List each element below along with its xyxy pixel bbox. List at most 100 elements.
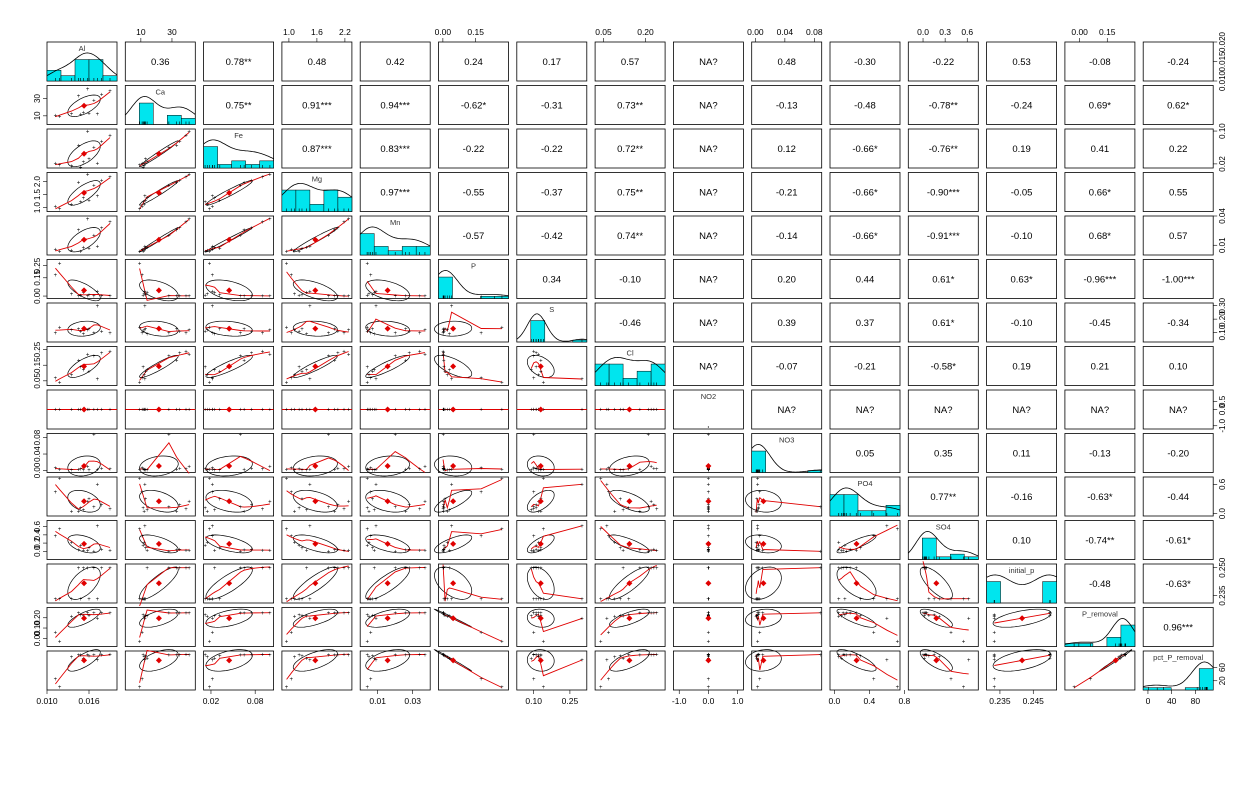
data-point: + <box>54 534 58 540</box>
lowess-smoother <box>139 529 190 552</box>
panel-frame <box>986 520 1057 560</box>
tick-label-right: 0.0 <box>1218 403 1227 415</box>
data-point: + <box>372 368 376 374</box>
tick-label-right: 0.0 <box>1218 507 1227 519</box>
data-point: + <box>619 654 623 660</box>
data-point: + <box>534 351 538 357</box>
data-point: + <box>423 500 427 506</box>
data-point: + <box>655 548 659 554</box>
correlation-value: -0.48 <box>854 101 876 112</box>
data-point: + <box>336 566 340 572</box>
centroid-marker <box>626 657 633 664</box>
data-point: + <box>208 467 212 473</box>
data-point: + <box>448 656 452 662</box>
data-point: + <box>143 617 147 623</box>
data-point: + <box>441 408 445 414</box>
data-point: + <box>532 653 536 659</box>
data-point: + <box>619 597 623 603</box>
data-point: + <box>213 614 217 620</box>
data-point: + <box>211 597 215 603</box>
data-point: + <box>138 597 142 603</box>
tick-label-top: 1.0 <box>283 27 295 37</box>
correlation-ellipse <box>139 279 179 302</box>
panel-frame <box>673 476 744 517</box>
correlation-ellipse <box>139 455 179 477</box>
data-point: + <box>293 509 297 515</box>
variable-name: P <box>471 262 476 271</box>
data-point: + <box>250 653 254 659</box>
data-point: + <box>178 503 182 509</box>
data-point: + <box>755 508 759 514</box>
data-point: + <box>108 566 112 572</box>
data-point: + <box>843 597 847 603</box>
panel-frame <box>438 476 509 517</box>
data-point: + <box>707 433 711 439</box>
data-point: + <box>1048 653 1052 659</box>
data-point: + <box>532 490 536 496</box>
data-point: + <box>369 490 373 496</box>
data-point: + <box>184 331 188 337</box>
centroid-marker <box>1019 657 1026 664</box>
lowess-smoother <box>442 612 503 642</box>
data-point: + <box>756 597 760 603</box>
data-point: + <box>145 468 149 474</box>
data-point: + <box>86 129 90 135</box>
data-point: + <box>239 294 243 300</box>
data-point: + <box>58 207 62 213</box>
data-point: + <box>367 408 371 414</box>
data-point: + <box>261 566 265 572</box>
centroid-marker <box>760 498 767 505</box>
data-point: + <box>327 653 331 659</box>
data-point: + <box>993 615 997 621</box>
data-point: + <box>82 566 86 572</box>
data-point: + <box>87 654 91 660</box>
data-point: + <box>218 614 222 620</box>
tick-label-top: 0.15 <box>1099 27 1116 37</box>
data-point: + <box>757 653 761 659</box>
data-point: + <box>143 408 147 414</box>
lowess-smoother <box>600 461 657 470</box>
panel-frame <box>46 520 118 560</box>
panel-frame <box>751 259 823 299</box>
correlation-value: 0.37 <box>856 318 875 329</box>
data-point: + <box>442 509 446 515</box>
lowess-smoother <box>838 612 898 636</box>
centroid-marker <box>155 540 162 547</box>
data-point: + <box>336 503 340 509</box>
data-point: + <box>923 611 927 617</box>
data-point: + <box>442 365 446 371</box>
data-point: + <box>203 294 207 300</box>
tick-label-bottom: 0 <box>1146 696 1151 706</box>
data-point: + <box>261 175 265 181</box>
data-point: + <box>242 359 246 365</box>
data-point: + <box>500 408 504 414</box>
correlation-value: -0.10 <box>619 275 641 286</box>
data-point: + <box>843 653 847 659</box>
lowess-smoother <box>922 654 969 675</box>
panel-frame <box>907 607 979 647</box>
data-point: + <box>142 373 146 379</box>
data-point: + <box>268 328 272 334</box>
correlation-value: -0.10 <box>1011 231 1033 242</box>
data-point: + <box>845 566 849 572</box>
data-point: + <box>442 549 446 555</box>
data-point: + <box>537 597 541 603</box>
data-point: + <box>365 543 369 549</box>
data-point: + <box>184 175 188 181</box>
data-point: + <box>599 527 603 533</box>
centroid-marker <box>384 287 391 294</box>
panel-frame <box>1064 259 1136 299</box>
density-curve <box>594 356 666 373</box>
data-point: + <box>305 245 309 251</box>
panel-frame <box>986 128 1057 169</box>
histogram-bar <box>295 189 311 212</box>
data-point: + <box>1048 653 1052 659</box>
data-point: + <box>607 630 611 636</box>
lowess-smoother <box>442 654 503 688</box>
data-point: + <box>268 353 272 359</box>
data-point: + <box>297 543 301 549</box>
data-point: + <box>342 294 346 300</box>
lowess-smoother <box>755 612 821 626</box>
panel-frame <box>359 128 431 169</box>
data-point: + <box>167 294 171 300</box>
